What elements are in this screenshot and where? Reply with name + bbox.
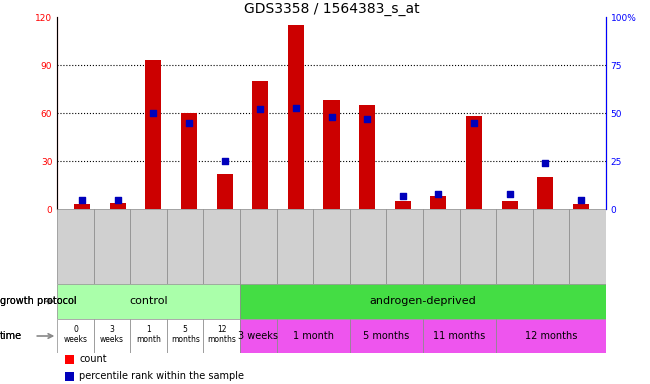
Bar (110, 203, 126, 209)
Text: growth protocol: growth protocol (0, 296, 77, 306)
Bar (131, 319, 167, 353)
Bar (288, 25, 304, 209)
Bar (386, 209, 423, 284)
Bar (395, 201, 411, 209)
Text: 5 months: 5 months (363, 331, 410, 341)
Text: control: control (129, 296, 168, 306)
Bar (57, 209, 94, 284)
Bar (573, 205, 589, 209)
Point (220, 158, 230, 164)
Bar (277, 209, 313, 284)
Bar (359, 105, 375, 209)
Bar (240, 209, 277, 284)
Point (184, 120, 194, 126)
Bar (538, 177, 553, 209)
Bar (466, 116, 482, 209)
Bar (350, 319, 423, 353)
Title: GDS3358 / 1564383_s_at: GDS3358 / 1564383_s_at (244, 2, 419, 16)
Bar (277, 319, 350, 353)
Bar (502, 201, 517, 209)
Point (504, 191, 515, 197)
Bar (496, 319, 606, 353)
Bar (57, 284, 240, 319)
Text: 3
weeks: 3 weeks (100, 325, 124, 344)
Point (112, 197, 123, 203)
Bar (64, 372, 73, 381)
Bar (74, 205, 90, 209)
Bar (532, 209, 569, 284)
Bar (423, 319, 496, 353)
Point (77, 197, 87, 203)
Text: 11 months: 11 months (434, 331, 486, 341)
Text: time: time (0, 331, 22, 341)
Point (362, 116, 372, 122)
Bar (57, 319, 94, 353)
Point (576, 197, 586, 203)
Text: androgen-deprived: androgen-deprived (370, 296, 476, 306)
Point (255, 106, 265, 113)
Text: growth protocol: growth protocol (0, 296, 77, 306)
Text: 3 weeks: 3 weeks (239, 331, 278, 341)
Point (433, 191, 443, 197)
Text: 12 months: 12 months (525, 331, 577, 341)
Bar (167, 319, 203, 353)
Bar (350, 209, 386, 284)
Bar (94, 209, 131, 284)
Bar (94, 319, 131, 353)
Bar (240, 284, 606, 319)
Point (469, 120, 479, 126)
Bar (181, 113, 197, 209)
Text: 1 month: 1 month (292, 331, 333, 341)
Point (148, 110, 159, 116)
Bar (216, 174, 233, 209)
Bar (496, 209, 532, 284)
Bar (167, 209, 203, 284)
Bar (131, 209, 167, 284)
Text: 0
weeks: 0 weeks (64, 325, 88, 344)
Bar (569, 209, 606, 284)
Bar (460, 209, 496, 284)
Bar (64, 355, 73, 364)
Bar (313, 209, 350, 284)
Point (291, 104, 301, 111)
Bar (203, 319, 240, 353)
Bar (324, 101, 339, 209)
Point (540, 160, 551, 166)
Text: 12
months: 12 months (207, 325, 236, 344)
Text: 5
months: 5 months (171, 325, 200, 344)
Point (398, 193, 408, 199)
Text: time: time (0, 331, 22, 341)
Bar (240, 319, 277, 353)
Text: 1
month: 1 month (136, 325, 161, 344)
Text: percentile rank within the sample: percentile rank within the sample (79, 371, 244, 381)
Bar (423, 209, 460, 284)
Point (326, 114, 337, 120)
Bar (252, 81, 268, 209)
Bar (430, 197, 447, 209)
Bar (146, 61, 161, 209)
Bar (203, 209, 240, 284)
Text: count: count (79, 354, 107, 364)
